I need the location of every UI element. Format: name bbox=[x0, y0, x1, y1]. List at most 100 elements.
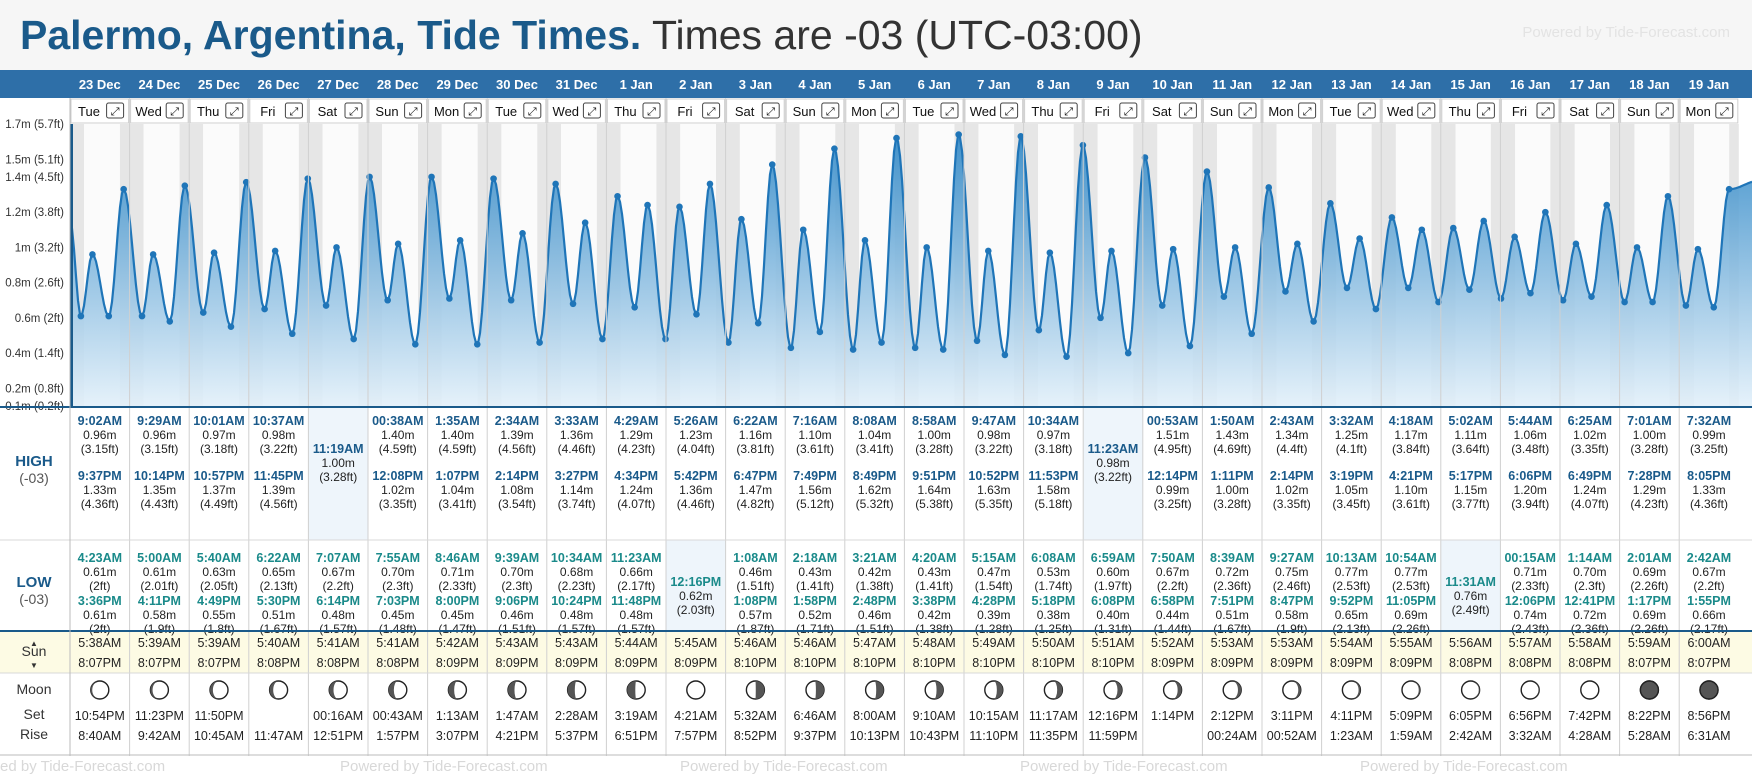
expand-day-button[interactable] bbox=[1476, 102, 1495, 119]
high-tide-height-m: 1.36m bbox=[679, 483, 712, 497]
expand-day-button[interactable] bbox=[702, 102, 721, 119]
moonrise-time: 8:52PM bbox=[734, 729, 777, 743]
expand-day-button[interactable] bbox=[1238, 102, 1257, 119]
high-tide-height-m: 1.23m bbox=[679, 428, 712, 442]
high-tide-height-m: 1.00m bbox=[1216, 483, 1249, 497]
sunrise-time: 5:41AM bbox=[376, 636, 419, 650]
sunrise-time: 5:41AM bbox=[317, 636, 360, 650]
high-tide-height-ft: (3.61ft) bbox=[796, 442, 834, 456]
low-tide-time: 8:47PM bbox=[1270, 594, 1314, 608]
expand-day-button[interactable] bbox=[1178, 102, 1197, 119]
expand-day-button[interactable] bbox=[225, 102, 244, 119]
high-tide-point bbox=[923, 244, 930, 251]
expand-day-button[interactable] bbox=[1357, 102, 1376, 119]
night-band bbox=[1252, 124, 1262, 406]
expand-day-button[interactable] bbox=[344, 102, 363, 119]
high-tide-time: 6:25AM bbox=[1568, 414, 1612, 428]
low-tide-height-m: 0.67m bbox=[1156, 565, 1189, 579]
expand-day-button[interactable] bbox=[463, 102, 482, 119]
high-tide-point bbox=[1542, 208, 1549, 216]
day-of-week: Tue bbox=[78, 104, 100, 119]
low-tide-height-ft: (2.36ft) bbox=[1213, 579, 1251, 593]
expand-day-button[interactable] bbox=[523, 102, 542, 119]
expand-day-button[interactable] bbox=[821, 102, 840, 119]
high-tide-height-ft: (4.59ft) bbox=[438, 442, 476, 456]
expand-day-button[interactable] bbox=[1536, 102, 1555, 119]
expand-day-button[interactable] bbox=[940, 102, 959, 119]
moon-phase-icon bbox=[507, 680, 527, 700]
expand-day-button[interactable] bbox=[404, 102, 423, 119]
date-header: 1 Jan bbox=[620, 77, 653, 92]
high-tide-height-m: 1.16m bbox=[739, 428, 772, 442]
high-tide-height-m: 1.10m bbox=[798, 428, 831, 442]
low-tide-time: 4:20AM bbox=[912, 551, 956, 565]
low-tide-height-m: 0.51m bbox=[262, 608, 295, 622]
expand-day-button[interactable] bbox=[1417, 102, 1436, 119]
sunset-time: 8:09PM bbox=[674, 656, 717, 670]
sunset-time: 8:10PM bbox=[972, 656, 1015, 670]
moon-phase-icon bbox=[1282, 680, 1302, 700]
high-tide-time: 5:26AM bbox=[674, 414, 718, 428]
expand-icon: ⤢ bbox=[409, 106, 418, 118]
day-of-week: Sun bbox=[1627, 104, 1650, 119]
day-of-week: Wed bbox=[135, 104, 162, 119]
day-of-week: Fri bbox=[1512, 104, 1527, 119]
moonset-time: 8:00AM bbox=[853, 709, 896, 723]
low-tide-height-ft: (2.43ft) bbox=[1511, 622, 1549, 636]
expand-day-button[interactable] bbox=[1596, 102, 1615, 119]
expand-day-button[interactable] bbox=[165, 102, 184, 119]
moon-phase-icon bbox=[149, 680, 170, 700]
expand-day-button[interactable] bbox=[1298, 102, 1317, 119]
low-tide-point bbox=[446, 295, 453, 302]
expand-day-button[interactable] bbox=[880, 102, 899, 119]
night-band bbox=[537, 124, 547, 406]
high-tide-height-ft: (3.35ft) bbox=[1571, 442, 1609, 456]
expand-day-button[interactable] bbox=[642, 102, 661, 119]
high-tide-height-ft: (4.49ft) bbox=[200, 497, 238, 511]
high-tide-time: 6:47PM bbox=[734, 469, 778, 483]
expand-day-button[interactable] bbox=[582, 102, 601, 119]
night-band bbox=[1312, 124, 1322, 406]
expand-day-button[interactable] bbox=[1715, 102, 1734, 119]
expand-day-button[interactable] bbox=[1655, 102, 1674, 119]
high-tide-point bbox=[1633, 244, 1641, 251]
night-band bbox=[596, 124, 607, 406]
low-tide-height-m: 0.74m bbox=[1514, 608, 1547, 622]
moon-phase-icon bbox=[447, 680, 468, 700]
expand-day-button[interactable] bbox=[284, 102, 303, 119]
expand-day-button[interactable] bbox=[1119, 102, 1138, 119]
high-tide-time: 8:08AM bbox=[852, 414, 896, 428]
high-tide-time: 10:14PM bbox=[134, 469, 185, 483]
low-tide-height-ft: (2.2ft) bbox=[1157, 579, 1188, 593]
sunset-time: 8:08PM bbox=[1509, 656, 1552, 670]
high-tide-time: 4:29AM bbox=[614, 414, 658, 428]
expand-icon: ⤢ bbox=[587, 106, 596, 118]
expand-day-button[interactable] bbox=[106, 102, 125, 119]
expand-icon: ⤢ bbox=[945, 106, 954, 118]
low-tide-height-m: 0.62m bbox=[679, 589, 712, 603]
expand-day-button[interactable] bbox=[1059, 102, 1078, 119]
high-tide-point bbox=[799, 226, 807, 234]
moonrise-time: 11:35PM bbox=[1029, 729, 1078, 743]
moonrise-time: 5:37PM bbox=[555, 729, 598, 743]
high-tide-height-ft: (3.28ft) bbox=[1213, 497, 1251, 511]
low-tide-height-m: 0.71m bbox=[1514, 565, 1547, 579]
moonset-time: 7:42PM bbox=[1568, 709, 1611, 723]
expand-day-button[interactable] bbox=[1000, 102, 1019, 119]
low-tide-height-m: 0.70m bbox=[1573, 565, 1606, 579]
sunset-time: 8:09PM bbox=[615, 656, 658, 670]
moon-phase-icon bbox=[626, 680, 646, 700]
high-tide-height-m: 1.35m bbox=[143, 483, 176, 497]
moon-phase-icon bbox=[924, 680, 944, 700]
moonrise-time: 1:57PM bbox=[376, 729, 419, 743]
expand-day-button[interactable] bbox=[761, 102, 780, 119]
low-tide-point bbox=[227, 323, 235, 330]
sunset-time: 8:07PM bbox=[1687, 656, 1730, 670]
high-tide-height-ft: (4.36ft) bbox=[81, 497, 119, 511]
low-tide-height-m: 0.61m bbox=[83, 565, 116, 579]
night-band bbox=[477, 124, 488, 406]
low-tide-height-m: 0.70m bbox=[500, 565, 533, 579]
expand-icon: ⤢ bbox=[1541, 106, 1550, 118]
sunset-time: 8:07PM bbox=[1628, 656, 1671, 670]
expand-icon: ⤢ bbox=[707, 106, 716, 118]
